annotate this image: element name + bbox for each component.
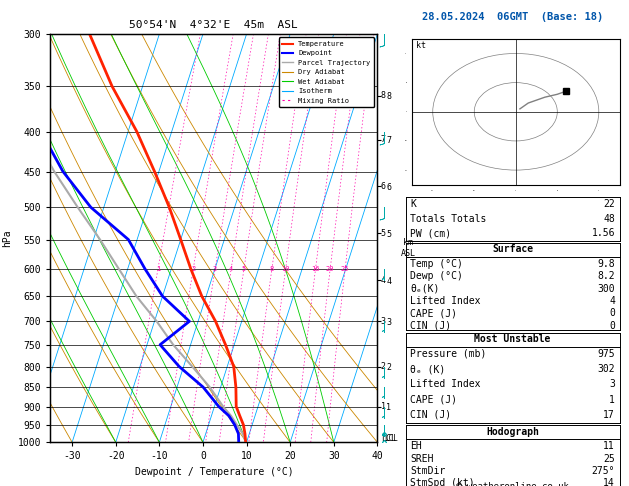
Text: θₑ(K): θₑ(K)	[410, 284, 440, 294]
Text: 302: 302	[598, 364, 615, 374]
Text: 22: 22	[603, 199, 615, 209]
Text: 1.56: 1.56	[591, 228, 615, 239]
Text: Dewp (°C): Dewp (°C)	[410, 271, 463, 281]
Text: 4: 4	[229, 266, 233, 272]
Text: 10: 10	[281, 266, 290, 272]
Text: StmSpd (kt): StmSpd (kt)	[410, 478, 475, 486]
Text: kt: kt	[416, 41, 426, 50]
Text: K: K	[410, 199, 416, 209]
Text: 25: 25	[603, 454, 615, 464]
Text: 9.8: 9.8	[598, 259, 615, 269]
Text: 20: 20	[326, 266, 335, 272]
Text: 300: 300	[598, 284, 615, 294]
Text: 4: 4	[381, 276, 386, 285]
Text: 1: 1	[609, 395, 615, 405]
Text: 0: 0	[609, 321, 615, 330]
Text: CIN (J): CIN (J)	[410, 410, 452, 420]
Text: © weatheronline.co.uk: © weatheronline.co.uk	[456, 482, 569, 486]
Text: 3: 3	[381, 317, 386, 326]
Text: CAPE (J): CAPE (J)	[410, 395, 457, 405]
Text: 1: 1	[156, 266, 160, 272]
Text: 17: 17	[603, 410, 615, 420]
Text: CIN (J): CIN (J)	[410, 321, 452, 330]
Text: LCL: LCL	[381, 434, 396, 443]
Text: 14: 14	[603, 478, 615, 486]
Text: 28.05.2024  06GMT  (Base: 18): 28.05.2024 06GMT (Base: 18)	[422, 12, 603, 22]
Text: Hodograph: Hodograph	[486, 427, 539, 437]
Text: 25: 25	[341, 266, 349, 272]
Text: 16: 16	[311, 266, 320, 272]
Text: 48: 48	[603, 214, 615, 224]
Text: 1: 1	[381, 402, 386, 411]
Text: StmDir: StmDir	[410, 466, 445, 476]
Text: Temp (°C): Temp (°C)	[410, 259, 463, 269]
Text: Lifted Index: Lifted Index	[410, 296, 481, 306]
Text: 275°: 275°	[591, 466, 615, 476]
Text: CAPE (J): CAPE (J)	[410, 308, 457, 318]
Legend: Temperature, Dewpoint, Parcel Trajectory, Dry Adiabat, Wet Adiabat, Isotherm, Mi: Temperature, Dewpoint, Parcel Trajectory…	[279, 37, 374, 107]
Text: Lifted Index: Lifted Index	[410, 380, 481, 389]
Text: 6: 6	[381, 182, 386, 191]
Text: 975: 975	[598, 349, 615, 359]
Text: Most Unstable: Most Unstable	[474, 334, 551, 345]
Text: 2: 2	[191, 266, 196, 272]
Title: 50°54'N  4°32'E  45m  ASL: 50°54'N 4°32'E 45m ASL	[130, 20, 298, 31]
Text: SREH: SREH	[410, 454, 434, 464]
Text: Pressure (mb): Pressure (mb)	[410, 349, 487, 359]
Text: 8: 8	[381, 91, 386, 100]
Text: EH: EH	[410, 441, 422, 451]
Text: Totals Totals: Totals Totals	[410, 214, 487, 224]
Text: 4: 4	[609, 296, 615, 306]
Text: 3: 3	[213, 266, 217, 272]
Text: 5: 5	[242, 266, 246, 272]
Y-axis label: hPa: hPa	[3, 229, 12, 247]
Text: Surface: Surface	[492, 244, 533, 255]
Text: θₑ (K): θₑ (K)	[410, 364, 445, 374]
Text: 8: 8	[270, 266, 274, 272]
Text: 7: 7	[381, 136, 386, 144]
Text: LCL: LCL	[384, 434, 398, 443]
Text: 0: 0	[609, 308, 615, 318]
Text: 5: 5	[381, 229, 386, 238]
Y-axis label: km
ASL: km ASL	[401, 238, 416, 258]
X-axis label: Dewpoint / Temperature (°C): Dewpoint / Temperature (°C)	[135, 467, 293, 477]
Text: 2: 2	[381, 362, 386, 371]
Text: 8.2: 8.2	[598, 271, 615, 281]
Text: PW (cm): PW (cm)	[410, 228, 452, 239]
Text: 3: 3	[609, 380, 615, 389]
Text: 11: 11	[603, 441, 615, 451]
